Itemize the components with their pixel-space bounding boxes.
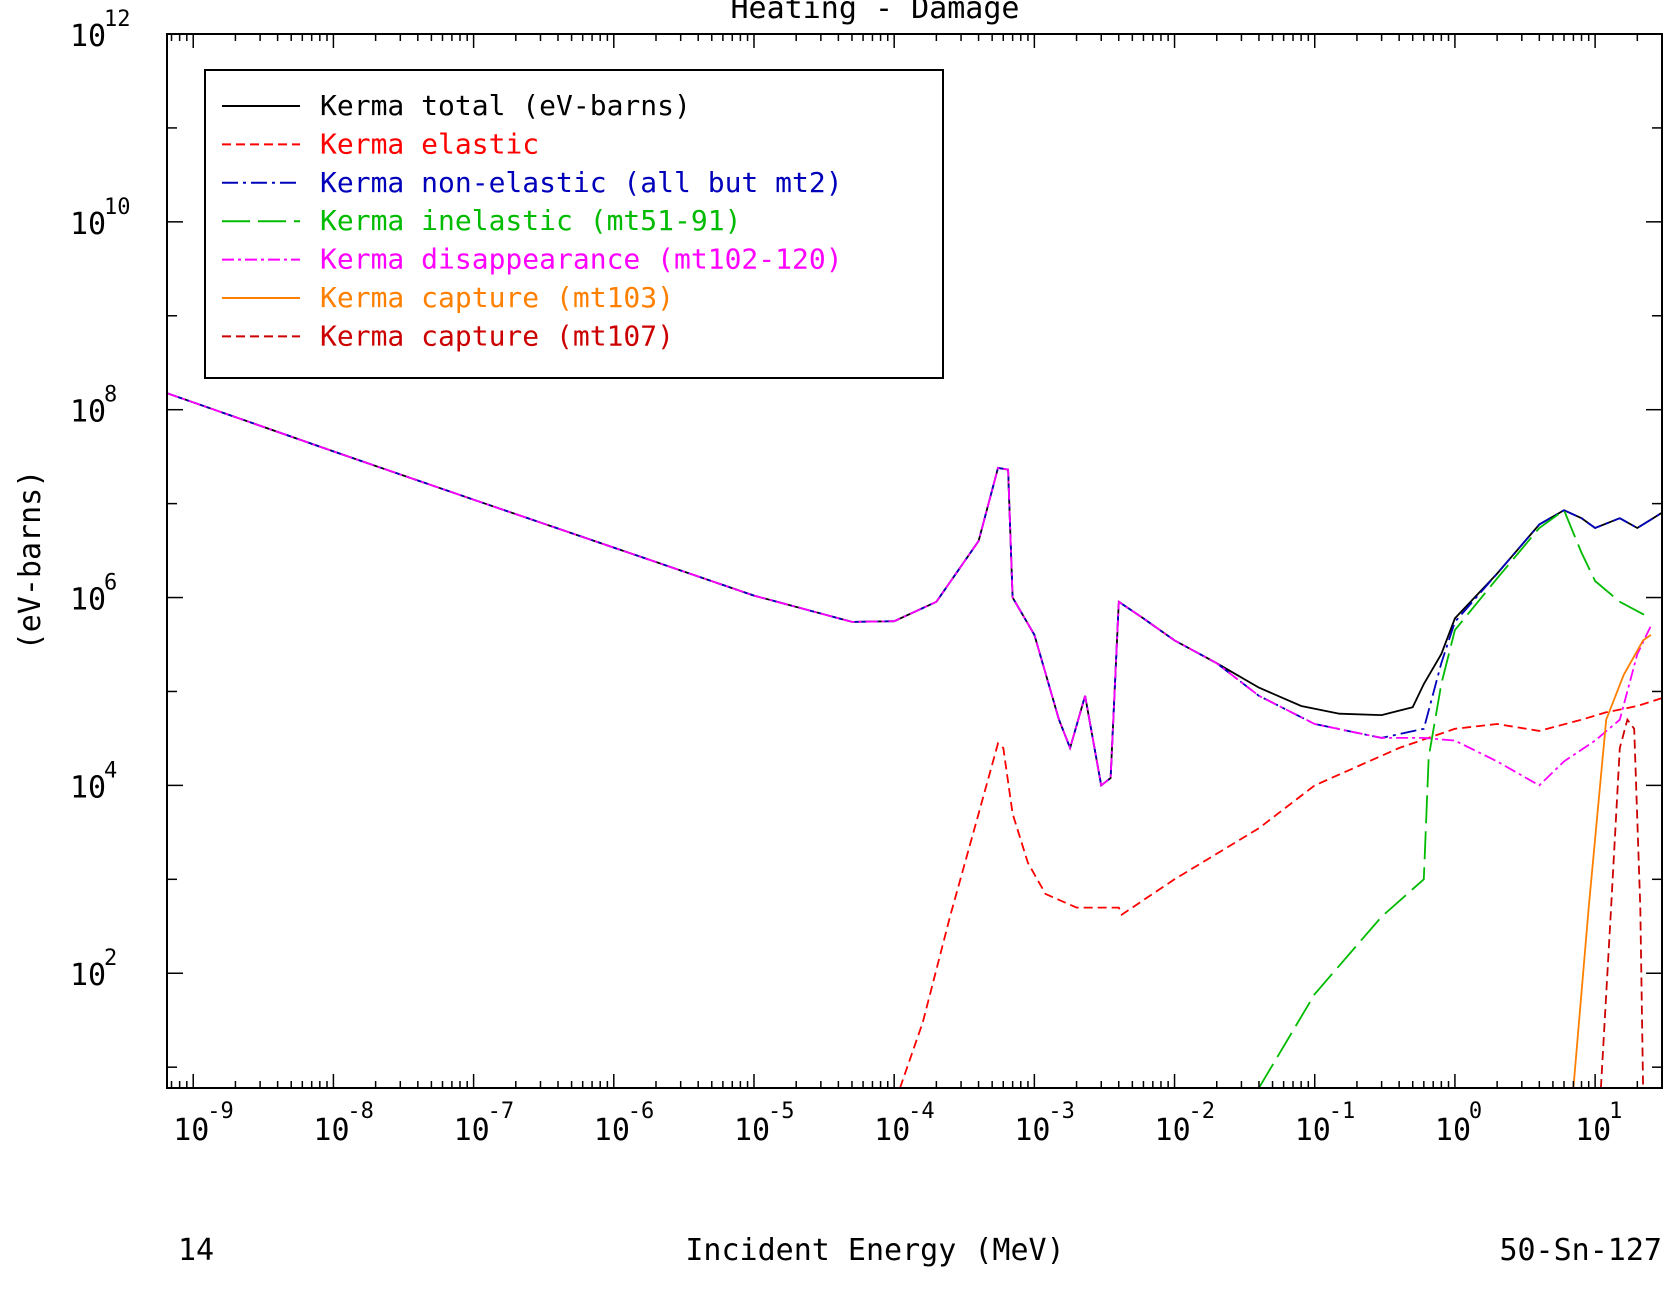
- svg-text:1: 1: [1609, 1099, 1622, 1124]
- footer-right-label: 50-Sn-127: [1499, 1233, 1662, 1268]
- svg-text:2: 2: [104, 946, 117, 971]
- svg-text:10: 10: [874, 1113, 910, 1148]
- x-tick-label-11: 101: [1575, 1099, 1622, 1148]
- svg-text:10: 10: [70, 583, 106, 618]
- chart-title: Heating - Damage: [731, 0, 1020, 26]
- series-line-4: [1258, 508, 1652, 1088]
- svg-text:10: 10: [70, 19, 106, 54]
- svg-text:-4: -4: [908, 1099, 935, 1124]
- svg-text:10: 10: [1295, 1113, 1331, 1148]
- svg-text:10: 10: [1014, 1113, 1050, 1148]
- svg-text:12: 12: [104, 7, 131, 32]
- legend-label-6: Kerma capture (mt103): [320, 281, 674, 314]
- x-tick-label-8: 10-2: [1155, 1099, 1216, 1148]
- x-tick-label-2: 10-8: [313, 1099, 374, 1148]
- svg-text:10: 10: [313, 1113, 349, 1148]
- x-tick-label-3: 10-7: [454, 1099, 514, 1148]
- svg-text:-5: -5: [768, 1099, 795, 1124]
- svg-text:-7: -7: [488, 1099, 514, 1124]
- x-axis-label: Incident Energy (MeV): [685, 1233, 1064, 1268]
- y-tick-label-3: 106: [70, 571, 117, 618]
- svg-text:10: 10: [173, 1113, 209, 1148]
- legend-label-3: Kerma non-elastic (all but mt2): [320, 166, 843, 199]
- svg-text:10: 10: [70, 207, 106, 242]
- legend: Kerma total (eV-barns) Kerma elastic Kerma…: [204, 69, 944, 379]
- legend-label-5: Kerma disappearance (mt102-120): [320, 243, 843, 276]
- legend-box: [204, 69, 944, 379]
- x-tick-label-5: 10-5: [734, 1099, 795, 1148]
- y-tick-label-2: 104: [70, 758, 117, 805]
- svg-text:10: 10: [70, 395, 106, 430]
- series-line-7: [1600, 717, 1644, 1088]
- legend-label-4: Kerma inelastic (mt51-91): [320, 204, 741, 237]
- plot-frame: [166, 33, 1663, 1089]
- series-line-5: [167, 392, 1652, 788]
- svg-text:-8: -8: [347, 1099, 374, 1124]
- legend-label-1: Kerma total (eV-barns): [320, 89, 691, 122]
- legend-label-7: Kerma capture (mt107): [320, 319, 674, 352]
- x-tick-label-9: 10-1: [1295, 1099, 1356, 1148]
- svg-text:-3: -3: [1048, 1099, 1075, 1124]
- series-line-2: [899, 697, 1662, 1088]
- footer-left-label: 14: [178, 1233, 214, 1268]
- svg-text:0: 0: [1469, 1099, 1482, 1124]
- svg-text:10: 10: [1575, 1113, 1611, 1148]
- svg-text:-9: -9: [207, 1099, 234, 1124]
- y-axis-label: (eV-barns): [13, 470, 48, 651]
- svg-text:-6: -6: [628, 1099, 655, 1124]
- svg-text:-2: -2: [1189, 1099, 1216, 1124]
- svg-text:6: 6: [104, 571, 117, 596]
- series-line-3: [167, 392, 1662, 788]
- x-tick-label-7: 10-3: [1014, 1099, 1074, 1148]
- svg-text:10: 10: [70, 958, 106, 993]
- x-tick-label-4: 10-6: [594, 1099, 655, 1148]
- axes-layer: 10-910-810-710-610-510-410-310-210-11001…: [70, 7, 1663, 1148]
- svg-text:10: 10: [594, 1113, 630, 1148]
- svg-text:10: 10: [104, 195, 131, 220]
- legend-label-2: Kerma elastic: [320, 127, 539, 160]
- y-tick-label-4: 108: [70, 383, 117, 430]
- x-tick-label-6: 10-4: [874, 1099, 935, 1148]
- svg-text:-1: -1: [1329, 1099, 1356, 1124]
- svg-text:10: 10: [1435, 1113, 1471, 1148]
- x-tick-label-10: 100: [1435, 1099, 1482, 1148]
- svg-text:10: 10: [1155, 1113, 1191, 1148]
- series-layer: [167, 392, 1662, 1088]
- x-tick-label-1: 10-9: [173, 1099, 234, 1148]
- svg-text:10: 10: [734, 1113, 770, 1148]
- series-line-6: [1572, 634, 1652, 1088]
- svg-text:10: 10: [454, 1113, 490, 1148]
- svg-text:10: 10: [70, 770, 106, 805]
- svg-text:8: 8: [104, 383, 117, 408]
- y-tick-label-1: 102: [70, 946, 117, 993]
- svg-text:4: 4: [104, 758, 117, 783]
